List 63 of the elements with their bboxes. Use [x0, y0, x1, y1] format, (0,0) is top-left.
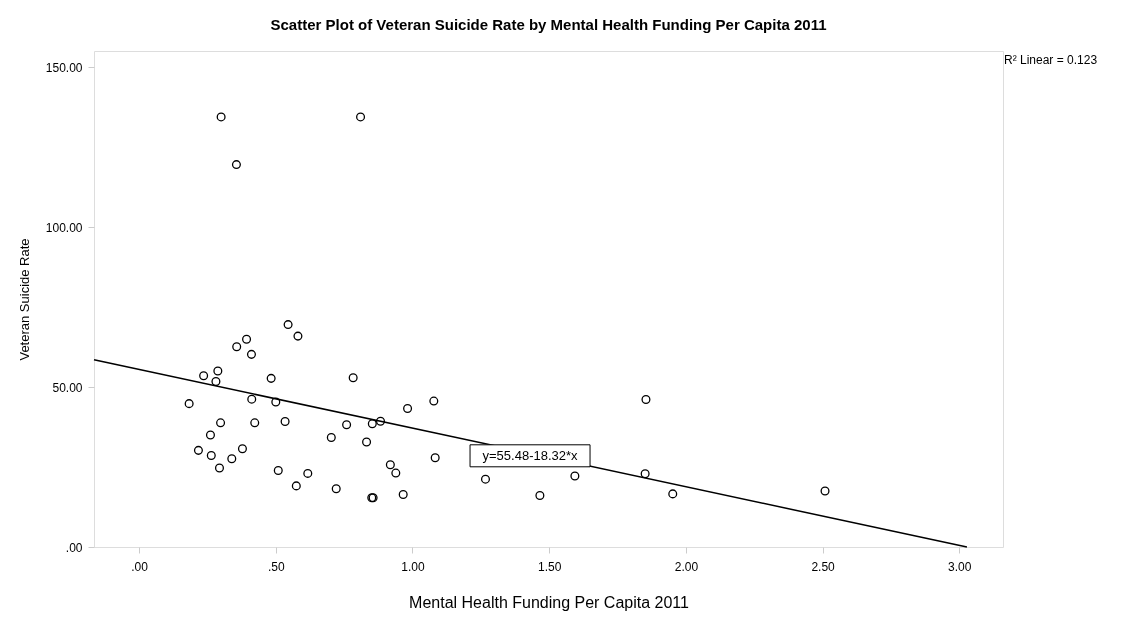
point [331, 484, 341, 494]
x-tick-label: 1.00 [401, 559, 425, 574]
x-tick-label: 1.50 [538, 559, 562, 574]
x-tick-label: 2.00 [674, 559, 699, 574]
point [216, 112, 226, 122]
point [211, 377, 221, 387]
point [227, 454, 237, 464]
point [246, 349, 256, 359]
point [231, 160, 241, 170]
x-tick-label: .50 [267, 559, 285, 574]
point [326, 433, 336, 443]
point [206, 450, 216, 460]
text: R² Linear = 0.123 [1004, 53, 1098, 67]
point [570, 471, 580, 481]
point [250, 418, 260, 428]
point [342, 420, 352, 430]
point [668, 489, 678, 499]
point [480, 474, 491, 484]
point [820, 486, 830, 496]
point [184, 399, 194, 409]
point [535, 490, 545, 500]
point [280, 417, 290, 427]
point [205, 430, 215, 440]
point [213, 366, 223, 376]
point [641, 394, 651, 404]
y-tick-label: .00 [65, 540, 83, 555]
point [375, 416, 386, 426]
y-tick-label: 50.00 [52, 380, 83, 395]
annotation: y=55.48-18.32*x [482, 447, 579, 463]
point [430, 453, 440, 463]
point [247, 394, 257, 404]
y-tick-label: 150.00 [45, 60, 83, 75]
y-axis-title: Veteran Suicide Rate [16, 238, 32, 361]
y-tick-label: 100.00 [45, 220, 83, 235]
point [193, 445, 203, 455]
point [367, 419, 377, 429]
point [214, 463, 225, 473]
point [303, 468, 313, 478]
x-tick-label: 2.50 [811, 559, 836, 574]
point [356, 112, 366, 122]
chart-title: Scatter Plot of Veteran Suicide Rate by Mental Health Funding Per Capita 2011 [270, 16, 827, 33]
point [403, 403, 413, 413]
point [640, 469, 650, 479]
point [362, 437, 372, 447]
point [199, 371, 209, 381]
point [291, 481, 301, 491]
point [232, 342, 242, 352]
point [429, 396, 439, 406]
point [237, 444, 247, 454]
point [385, 460, 395, 470]
x-tick-label: .00 [131, 559, 149, 574]
point [216, 418, 226, 428]
point [391, 468, 401, 478]
point [242, 334, 252, 344]
point [273, 466, 283, 476]
point [271, 397, 281, 407]
point [348, 373, 358, 383]
x-axis-title: Mental Health Funding Per Capita 2011 [409, 593, 690, 611]
point [398, 490, 408, 500]
x-tick-label: 3.00 [948, 559, 972, 574]
point [266, 373, 276, 383]
point [283, 320, 293, 330]
point [293, 331, 303, 341]
